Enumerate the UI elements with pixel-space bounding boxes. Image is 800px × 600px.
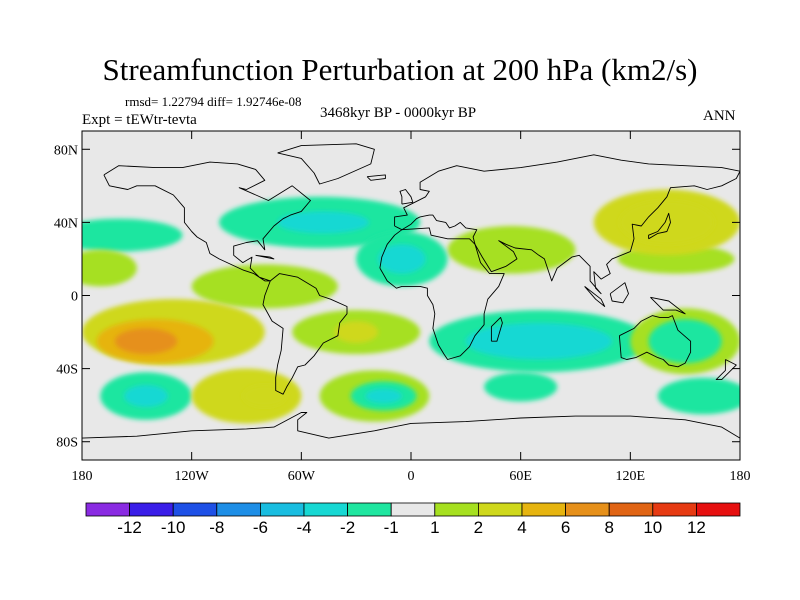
coastline-borneo (609, 282, 629, 304)
colorbar-label: -4 (296, 518, 311, 537)
colorbar-label: -8 (209, 518, 224, 537)
anomaly-contours (82, 189, 740, 424)
coastline-britain (399, 189, 414, 205)
coastline-greenland (277, 143, 375, 185)
colorbar-swatch (390, 502, 436, 517)
coastline-africa (379, 227, 505, 360)
colorbar-swatch (347, 502, 392, 517)
colorbar: -12 -10 -8 -6 -4 -2 -1 1 2 4 6 8 10 12 (85, 502, 741, 537)
anomaly-region-7 (619, 200, 715, 245)
colorbar-swatch (259, 502, 305, 517)
colorbar-label: -12 (117, 518, 142, 537)
coastline-cuba (255, 254, 275, 260)
lon-tick-label: 0 (408, 469, 415, 484)
stats-text: rmsd= 1.22794 diff= 1.92746e-08 (125, 94, 302, 109)
anomaly-region-13 (334, 321, 379, 344)
lat-tick-label: 40S (56, 363, 78, 378)
lon-tick-label: 120W (175, 469, 210, 484)
colorbar-label: 1 (430, 518, 439, 537)
colorbar-label: -6 (253, 518, 268, 537)
coastlines (82, 143, 740, 439)
colorbar-swatch (434, 502, 479, 517)
colorbar-label: 10 (643, 518, 662, 537)
anomaly-region-29 (484, 372, 558, 402)
lon-tick-label: 120E (616, 469, 646, 484)
anomaly-region-11 (191, 264, 338, 309)
season-label: ANN (703, 108, 736, 124)
anomaly-region-10 (82, 249, 137, 287)
coastline-sumatra (584, 286, 606, 307)
colorbar-swatch (696, 502, 741, 517)
coastline-north-america (103, 161, 311, 282)
coastline-iceland (366, 174, 386, 181)
anomaly-region-16 (114, 328, 178, 354)
lat-tick-label: 40N (54, 216, 78, 231)
colorbar-swatch (303, 502, 348, 517)
anomaly-region-20 (124, 385, 168, 407)
anomaly-region-3 (82, 218, 183, 252)
colorbar-swatch (565, 502, 610, 517)
colorbar-label: 8 (604, 518, 613, 537)
colorbar-label: 12 (687, 518, 706, 537)
colorbar-swatch (129, 502, 174, 517)
latitude-axis: 80N 40N 0 40S 80S (54, 143, 740, 451)
chart-title: Streamfunction Perturbation at 200 hPa (… (102, 52, 698, 87)
lat-tick-label: 80S (56, 436, 78, 451)
colorbar-swatch (477, 502, 523, 517)
coastline-south-america (262, 273, 348, 395)
anomaly-region-18 (242, 385, 287, 407)
lon-tick-label: 180 (730, 469, 751, 484)
experiment-label: Expt = tEWtr-tevta (82, 112, 197, 128)
lon-tick-label: 180 (72, 469, 93, 484)
colorbar-swatch (521, 502, 566, 517)
coastline-antarctica (82, 412, 740, 439)
coastline-japan (648, 212, 671, 240)
colorbar-label: -10 (161, 518, 186, 537)
colorbar-swatch (172, 502, 218, 517)
coastline-new-zealand (715, 359, 737, 381)
colorbar-swatch (652, 502, 697, 517)
colorbar-label: -2 (340, 518, 355, 537)
colorbar-swatch (216, 502, 261, 517)
colorbar-label: 4 (517, 518, 526, 537)
coastline-madagascar (490, 316, 503, 342)
lat-tick-label: 80N (54, 143, 78, 158)
anomaly-region-28 (657, 377, 740, 415)
colorbar-label: -1 (384, 518, 399, 537)
colorbar-swatch (85, 502, 130, 517)
map-panel (81, 130, 741, 461)
coastline-new-guinea (650, 296, 686, 315)
lon-tick-label: 60W (288, 469, 316, 484)
lon-tick-label: 60E (509, 469, 532, 484)
anomaly-region-27 (648, 319, 722, 364)
longitude-axis: 180 120W 60W 0 60E 120E 180 (72, 131, 751, 484)
coastline-eurasia (394, 154, 740, 295)
colorbar-label: 2 (474, 518, 483, 537)
coastline-australia (618, 315, 692, 368)
anomaly-region-25 (465, 322, 613, 360)
lat-tick-label: 0 (71, 290, 78, 305)
colorbar-label: 6 (561, 518, 570, 537)
anomaly-region-23 (365, 388, 402, 404)
time-range-subtitle: 3468kyr BP - 0000kyr BP (320, 105, 477, 121)
anomaly-region-5 (378, 244, 426, 274)
colorbar-swatch (608, 502, 654, 517)
anomaly-region-2 (277, 211, 369, 234)
